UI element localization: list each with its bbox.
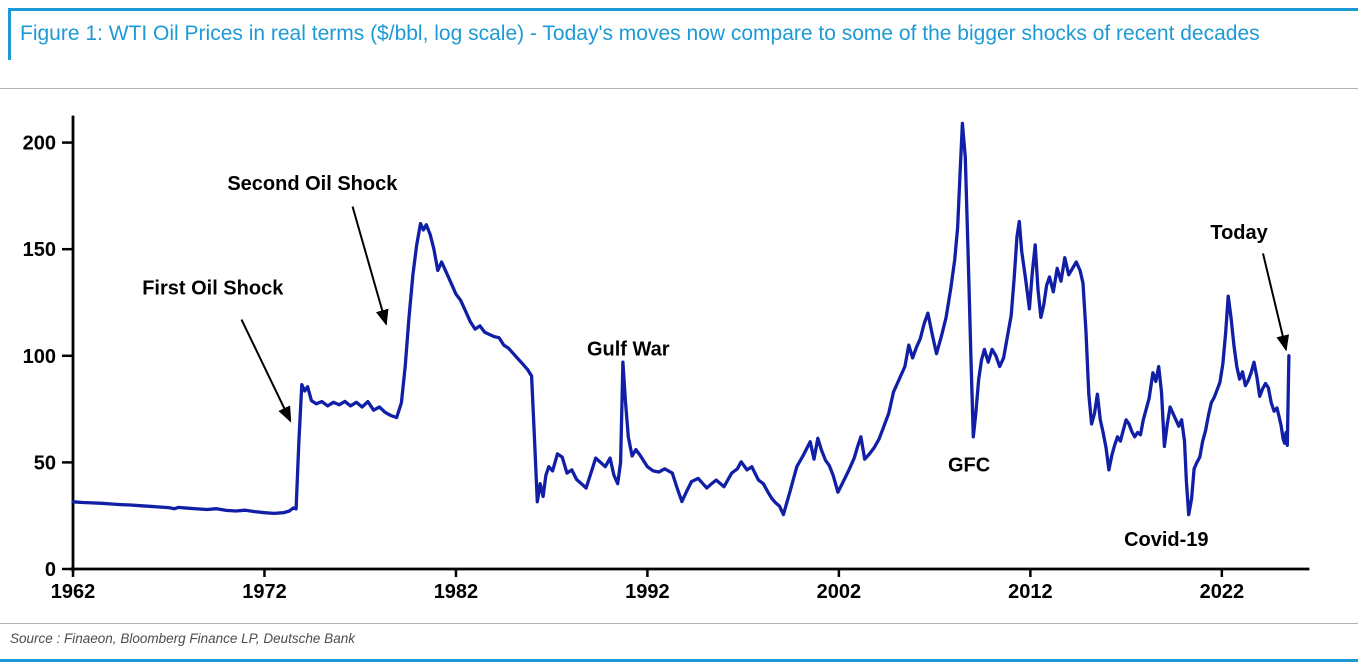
y-tick-label: 150 <box>23 239 56 261</box>
x-tick-label: 2002 <box>817 581 862 603</box>
annotation-label-gulf-war: Gulf War <box>587 338 670 360</box>
x-tick-label: 1992 <box>625 581 670 603</box>
price-line <box>71 121 1291 517</box>
annotation-arrow-second-oil-shock <box>351 206 389 326</box>
y-tick-label: 0 <box>45 559 56 581</box>
x-tick-label: 1972 <box>242 581 287 603</box>
annotation-arrow-today <box>1262 253 1290 352</box>
source-divider-line <box>0 623 1358 624</box>
bottom-accent-line <box>0 659 1358 662</box>
top-divider-line <box>0 88 1358 89</box>
x-tick-label: 2012 <box>1008 581 1053 603</box>
annotation-label-gfc: GFC <box>948 455 990 477</box>
y-tick-label: 200 <box>23 133 56 155</box>
annotation-arrow-first-oil-shock <box>240 319 292 423</box>
y-tick-label: 100 <box>23 346 56 368</box>
annotation-label-covid-19: Covid-19 <box>1124 529 1208 551</box>
annotation-label-first-oil-shock: First Oil Shock <box>142 278 284 300</box>
annotation-label-today: Today <box>1210 222 1268 244</box>
x-tick-label: 2022 <box>1200 581 1245 603</box>
figure-title-box: Figure 1: WTI Oil Prices in real terms (… <box>8 8 1358 60</box>
figure-title: Figure 1: WTI Oil Prices in real terms (… <box>20 22 1260 45</box>
annotation-label-second-oil-shock: Second Oil Shock <box>227 173 398 195</box>
source-note: Source : Finaeon, Bloomberg Finance LP, … <box>10 631 355 646</box>
y-tick-label: 50 <box>34 452 56 474</box>
x-tick-label: 1962 <box>51 581 96 603</box>
x-tick-label: 1982 <box>434 581 479 603</box>
